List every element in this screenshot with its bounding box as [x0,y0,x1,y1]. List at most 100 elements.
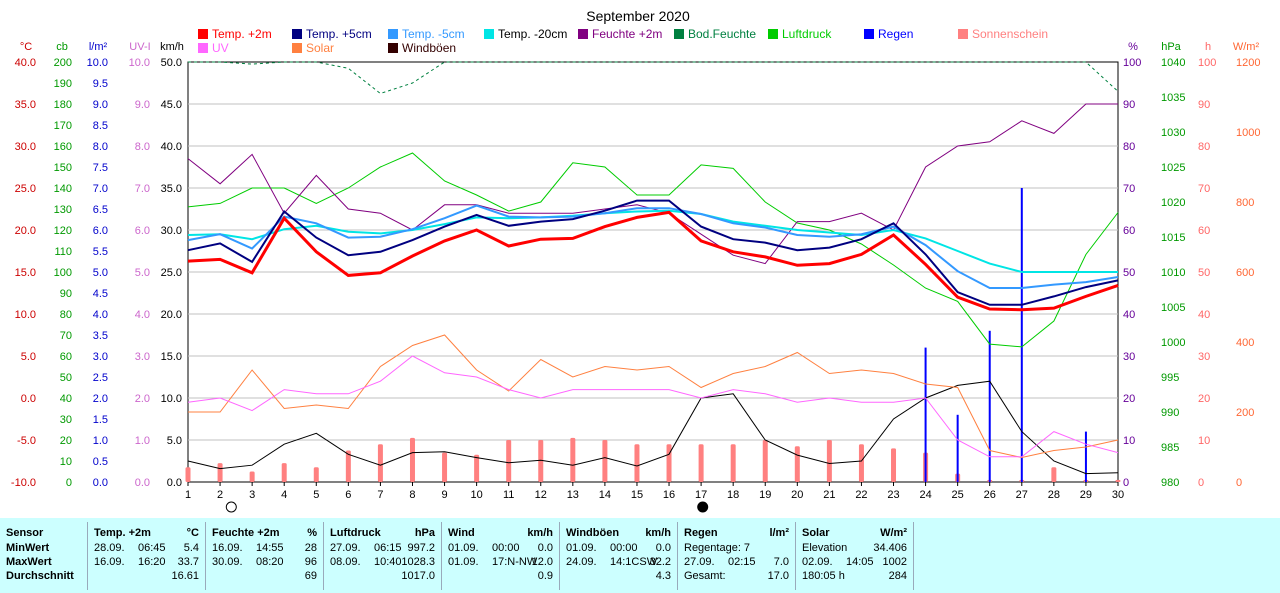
legend-label: Temp. +5cm [306,27,372,41]
stats-time: 06:15 [374,542,402,554]
tick-label-rain: 5.0 [93,267,108,279]
tick-label-rain: 8.5 [93,120,108,132]
stats-date: 02.09. [802,556,833,568]
legend-swatch [388,29,398,39]
line-luftdruck [187,152,1119,348]
bar-sonnenschein [634,444,640,482]
tick-label-uv: 5.0 [135,267,150,279]
bar-sonnenschein [794,446,800,482]
stats-title: Solar [802,527,830,539]
stats-date: Regentage: 7 [684,542,751,554]
stats-column-solar: Solar W/m² Elevation 34.406 02.09. 14:05 1002 1… [796,522,914,590]
stats-row: 16.09. 16:20 33.7 [94,555,199,569]
tick-label-solar: 800 [1236,197,1254,209]
stats-column-windboeen: Windböen km/h 01.09. 00:00 0.0 24.09. 14:1CSW 3… [560,522,678,590]
tick-label-sun: 90 [1198,99,1210,111]
line-bodfeuchte [188,61,1119,95]
tick-label-temp: 30.0 [15,141,36,153]
bar-sonnenschein [185,467,191,482]
stats-date: 01.09. [566,542,597,554]
line-uv [187,355,1119,458]
stats-value: 0.0 [537,542,553,554]
stats-row: 01.09. 00:00 0.0 [448,541,553,555]
bar-series [185,188,1121,482]
tick-label-wind: 10.0 [161,393,182,405]
stats-title: Windböen [566,527,620,539]
x-tick-label: 2 [217,489,223,501]
tick-label-wind: 25.0 [161,267,182,279]
line-temp5cm [187,199,1119,306]
tick-label-pressure: 1020 [1161,197,1185,209]
bar-sonnenschein [602,440,608,482]
x-tick-label: 27 [1016,489,1028,501]
stats-row: 0.9 [448,569,553,583]
stats-time: 17:N-NW [492,556,538,568]
stats-unit: W/m² [880,527,907,539]
bar-regen [956,414,959,482]
stats-row: 1017.0 [330,569,435,583]
x-tick-label: 23 [887,489,899,501]
stats-date: 24.09. [566,556,597,568]
stats-date: 01.09. [448,542,479,554]
stats-time: 00:00 [610,542,638,554]
tick-label-humidity: 100 [1123,57,1141,69]
tick-label-wind: 50.0 [161,57,182,69]
line-temp20cm [187,209,1118,273]
tick-label-sun: 100 [1198,57,1216,69]
stats-time: 14:55 [256,542,284,554]
tick-label-pressure: 1035 [1161,92,1185,104]
stats-value: 12.0 [531,556,553,568]
stats-date: 01.09. [448,556,479,568]
x-tick-label: 25 [952,489,964,501]
legend-label: Temp. +2m [212,27,272,41]
stats-row: 30.09. 08:20 96 [212,555,317,569]
stats-value: 28 [304,542,317,554]
tick-label-sun: 60 [1198,225,1210,237]
stats-value: 1028.3 [401,556,435,568]
stats-value: 69 [304,570,317,582]
stats-value: 1017.0 [401,570,435,582]
legend-swatch [864,29,874,39]
tick-label-rain: 0.0 [93,477,108,489]
tick-label-sun: 40 [1198,309,1210,321]
legend-label: Sonnenschein [972,27,1048,41]
legend-swatch [388,43,398,53]
stats-value: 16.61 [171,570,199,582]
x-tick-label: 30 [1112,489,1124,501]
tick-label-solar: 1000 [1236,127,1260,139]
tick-label-rain: 8.0 [93,141,108,153]
stats-column-regen: Regen l/m² Regentage: 7 27.09. 02:15 7.0 Gesam… [678,522,796,590]
stats-header: Temp. +2m °C [94,526,199,540]
stats-row: 16.61 [94,569,199,583]
axis-header-pressure: hPa [1161,41,1181,53]
stats-header: Solar W/m² [802,526,907,540]
tick-label-humidity: 20 [1123,393,1135,405]
legend-swatch [578,29,588,39]
tick-label-humidity: 30 [1123,351,1135,363]
bar-sonnenschein [1051,467,1057,482]
tick-label-temp: 20.0 [15,225,36,237]
tick-label-cb: 160 [54,141,72,153]
tick-label-rain: 10.0 [87,57,108,69]
stats-value: 96 [304,556,317,568]
bar-sonnenschein [442,452,448,482]
tick-label-pressure: 1005 [1161,302,1185,314]
bar-sonnenschein [506,440,512,482]
stats-value: 32.2 [649,556,671,568]
bar-sonnenschein [474,454,480,482]
stats-row: 08.09. 10:40 1028.3 [330,555,435,569]
tick-label-cb: 150 [54,162,72,174]
tick-label-sun: 70 [1198,183,1210,195]
stats-title: Luftdruck [330,527,381,539]
bar-sonnenschein [826,440,832,482]
tick-label-cb: 190 [54,78,72,90]
stats-column-feuchte: Feuchte +2m% 16.09. 14:55 28 30.09. 08:20 96 69 [206,522,324,590]
tick-label-rain: 7.0 [93,183,108,195]
legend-swatch [958,29,968,39]
tick-label-rain: 7.5 [93,162,108,174]
stats-row-label: Durchschnitt [6,570,74,582]
axis-header-solar: W/m² [1233,41,1260,53]
stats-row: 01.09. 17:N-NW 12.0 [448,555,553,569]
stats-date: 27.09. [330,542,361,554]
tick-label-uv: 4.0 [135,309,150,321]
